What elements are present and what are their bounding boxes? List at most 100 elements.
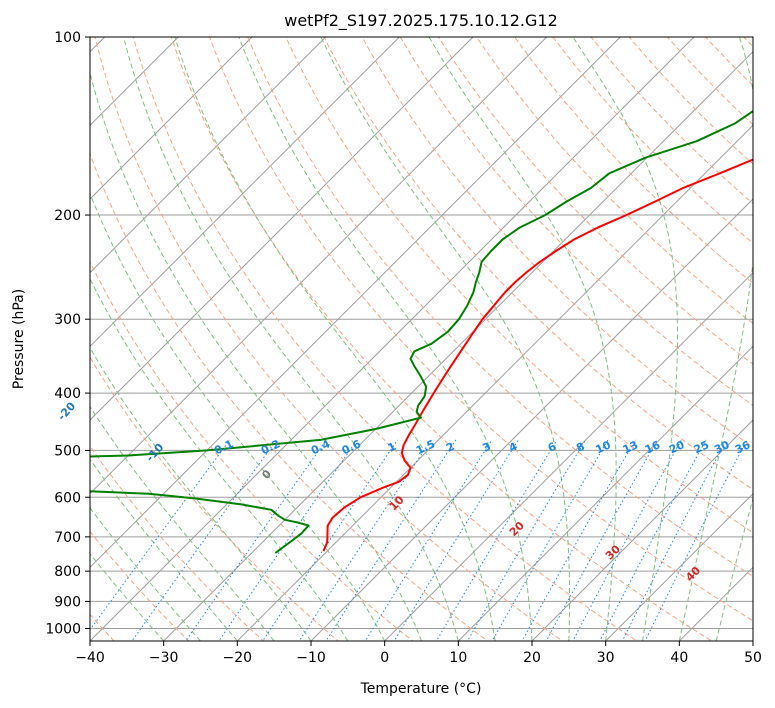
mixing-ratio-line [521, 439, 636, 641]
mixing-ratio-line [364, 439, 493, 641]
dewpoint-series-line [90, 109, 753, 554]
mixing-ratio-label: 1 [386, 440, 398, 455]
mixing-ratio-line [131, 439, 278, 641]
isotherm-line [310, 198, 753, 641]
isotherm-line [752, 640, 753, 641]
plot-frame [89, 36, 754, 642]
isotherm-line [531, 419, 753, 641]
temperature-series-line [322, 158, 753, 552]
mixing-ratio-label: 2 [444, 440, 456, 455]
moist-adiabat-line [238, 37, 533, 641]
dry-adiabats [90, 24, 775, 653]
isotherm-line [605, 492, 753, 641]
dry-adiabat-line [514, 37, 753, 284]
dry-adiabat-line [476, 37, 753, 325]
mixing-ratio-line [90, 439, 231, 631]
dry-adiabat-line [170, 37, 713, 641]
moist-adiabat-label: 10 [387, 493, 407, 513]
sounding-series [90, 109, 753, 554]
x-tick-label: 10 [449, 650, 467, 666]
mixing-ratio-label: 0.1 [212, 437, 235, 457]
moist-adiabat-line [678, 37, 753, 641]
mixing-ratio-line [325, 439, 457, 641]
x-tick-label: 50 [744, 650, 762, 666]
dry-adiabat-line [399, 37, 753, 407]
mixing-ratio-line [218, 439, 358, 641]
isotherm-gridlines [90, 37, 753, 641]
mixing-ratio-label: 6 [546, 440, 559, 455]
dry-adiabat-line [247, 37, 753, 577]
x-tick-label: −40 [75, 650, 105, 666]
isotherm-line [163, 50, 753, 641]
dry-adiabat-line [285, 37, 753, 534]
dry-adiabat-line [769, 24, 775, 653]
mixing-ratio-label: 0.6 [340, 437, 363, 457]
x-axis-ticks: −40 −30 −20 −10 0 10 20 30 40 50 [75, 641, 762, 666]
isotherm-line [90, 37, 548, 495]
dry-adiabat-line [552, 37, 753, 244]
moist-adiabat-line [572, 37, 678, 641]
dry-adiabat-line [208, 37, 753, 622]
chart-title: wetPf2_S197.2025.175.10.12.G12 [284, 11, 558, 31]
moist-adiabat-line [90, 346, 312, 641]
mixing-ratio-line [644, 439, 748, 641]
isotherm-line [384, 271, 753, 641]
moist-adiabat-line [752, 639, 753, 641]
mixing-ratio-line [599, 439, 707, 641]
mixing-ratio-label: 16 [643, 438, 663, 456]
moist-adiabat-line [90, 192, 386, 641]
mixing-ratio-line [466, 439, 586, 641]
x-tick-label: −20 [223, 650, 253, 666]
mixing-ratio-line [298, 439, 432, 641]
x-tick-label: 40 [670, 650, 688, 666]
moist-adiabat-line [90, 71, 422, 641]
x-tick-label: 20 [523, 650, 541, 666]
dry-adiabat-line [666, 37, 753, 126]
y-tick-label: 800 [54, 564, 81, 580]
y-tick-label: 100 [54, 30, 81, 46]
moist-adiabats [90, 37, 753, 641]
isotherm-line [90, 37, 400, 348]
isotherm-line [90, 37, 253, 200]
dry-adiabat-line [90, 445, 265, 641]
dry-adiabat-label: -20 [55, 399, 78, 423]
isotherm-line [457, 345, 753, 641]
moist-adiabat-line [428, 37, 617, 641]
dry-adiabat-line [704, 37, 753, 87]
dry-adiabat-line [132, 37, 638, 641]
y-tick-label: 900 [54, 594, 81, 610]
x-tick-label: 0 [380, 650, 389, 666]
mixing-ratio-label: 30 [712, 438, 732, 456]
moist-adiabat-label: 40 [683, 564, 703, 584]
dry-adiabat-line [437, 37, 753, 365]
dry-adiabat-label: -10 [143, 441, 166, 465]
dry-adiabat-line [323, 37, 753, 491]
isotherm-line [236, 124, 753, 641]
mixing-ratio-label: 10 [593, 438, 613, 456]
moist-adiabat-label: 0 [259, 467, 274, 482]
x-tick-label: −10 [296, 650, 326, 666]
mixing-ratio-line [491, 439, 609, 641]
dry-adiabat-line [90, 356, 340, 641]
mixing-ratio-label: 20 [667, 438, 687, 456]
mixing-ratio-line [572, 439, 682, 641]
y-tick-label: 1000 [45, 621, 81, 637]
moist-adiabat-line [123, 37, 459, 641]
moist-adiabat-label: 30 [603, 542, 623, 562]
y-tick-label: 500 [54, 443, 81, 459]
y-tick-label: 400 [54, 386, 81, 402]
dry-adiabat-label: -30 [0, 364, 2, 388]
mixing-ratio-label: 36 [733, 438, 753, 456]
mixing-ratio-label: 8 [574, 440, 586, 455]
mixing-ratio-label: 0.2 [259, 437, 282, 457]
x-axis-label: Temperature (°C) [360, 681, 482, 697]
isotherm-line [90, 37, 474, 421]
isotherm-line [90, 37, 695, 641]
mixing-ratio-line [621, 439, 727, 641]
moist-adiabat-line [320, 37, 570, 641]
x-tick-label: −30 [149, 650, 179, 666]
y-axis-label: Pressure (hPa) [11, 289, 27, 389]
y-tick-label: 600 [54, 490, 81, 506]
mixing-ratio-line [545, 439, 658, 641]
